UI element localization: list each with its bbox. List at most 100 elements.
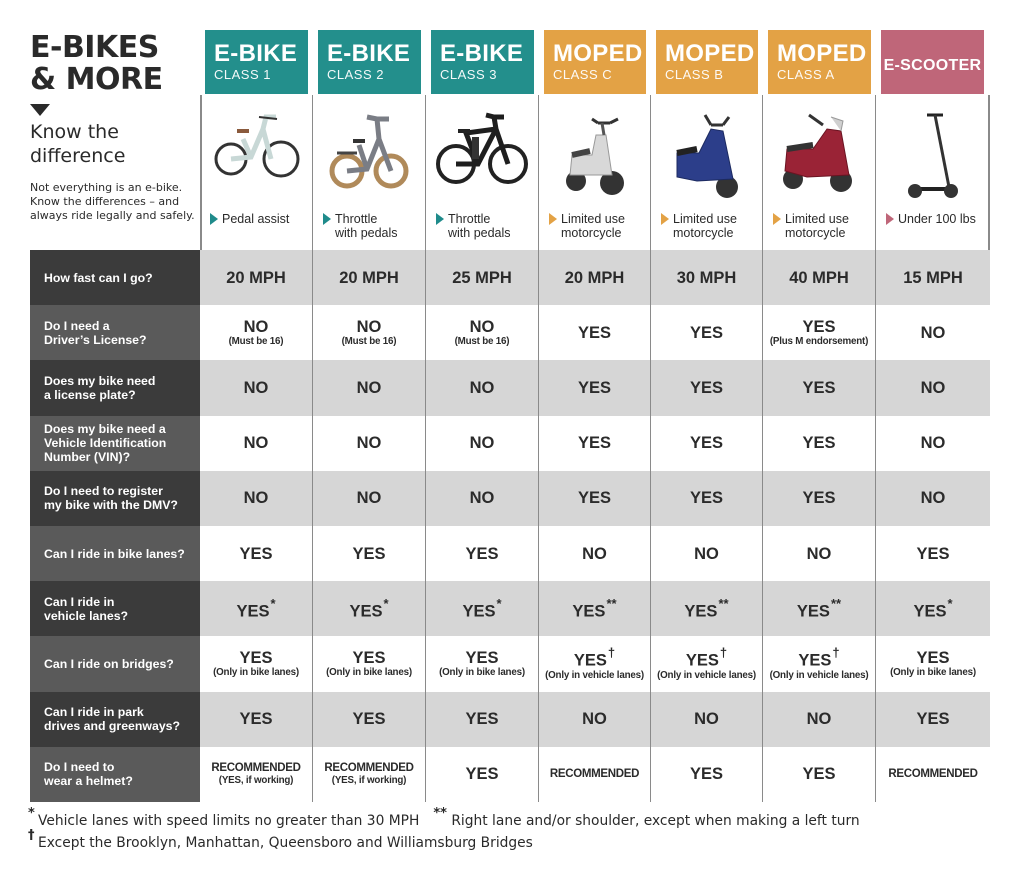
answer-text: 40 MPH [789, 268, 849, 287]
answer-text: YES [239, 544, 273, 563]
answer-value: YES** [684, 596, 728, 621]
table-cell: 30 MPH [651, 250, 763, 306]
answer-value: NO [694, 545, 719, 563]
answer-value: YES [465, 710, 498, 728]
table-cell: 15 MPH [876, 250, 990, 305]
answer-text: YES [572, 602, 606, 621]
caption-line-1: Throttle [335, 212, 378, 226]
answer-value: NO [807, 710, 832, 728]
answer-value: RECOMMENDED [888, 767, 978, 781]
table-cell: YES (Only in bike lanes) [313, 636, 426, 692]
table-cell: 20 MPH [200, 250, 313, 306]
question-text: Vehicle Identification [44, 436, 167, 451]
answer-value: YES [802, 765, 835, 783]
white-moped-icon [565, 117, 624, 195]
table-cell: YES (Plus M endorsement) [763, 305, 876, 361]
footnote-mark: † [607, 645, 616, 661]
answer-value: RECOMMENDED [324, 761, 414, 775]
table-cell: NO [651, 525, 763, 582]
table-cell: RECOMMENDED (YES, if working) [313, 746, 426, 802]
footnote-mark: † [719, 645, 728, 661]
caption-arrow-icon [549, 213, 557, 225]
vehicle-caption: Limited use motorcycle [773, 212, 849, 240]
table-cell: YES [763, 360, 876, 416]
answer-note: (Only in bike lanes) [326, 666, 412, 678]
question-text: Can I ride in [44, 594, 115, 609]
table-row: YES YES YES NO NO NO YES [200, 691, 990, 747]
question-vin: Does my bike need a Vehicle Identificatio… [30, 415, 200, 471]
answer-value: YES [465, 765, 498, 783]
answer-note: (YES, if working) [331, 775, 407, 787]
column-subtitle: CLASS B [665, 67, 724, 82]
answer-value: NO [470, 318, 495, 336]
footnote-mark: † [832, 645, 840, 661]
column-title: MOPED [777, 40, 867, 67]
answer-text: NO [806, 544, 832, 563]
answer-text: YES [577, 434, 612, 453]
answer-text: YES [352, 648, 386, 667]
answer-value: NO [470, 489, 495, 507]
table-cell: NO [200, 360, 313, 416]
answer-value: YES [578, 379, 611, 397]
table-cell: 40 MPH [763, 250, 876, 306]
table-row: YES* YES* YES* YES** YES** YES** YES* [200, 581, 990, 637]
answer-value: 20 MPH [339, 269, 399, 287]
footnote-single-asterisk: * Vehicle lanes with speed limits no grea… [28, 806, 420, 832]
answer-value: YES [465, 545, 498, 563]
question-text: Driver’s License? [44, 332, 147, 347]
answer-value: YES [916, 545, 949, 563]
step-through-ebike-icon [214, 114, 300, 178]
table-cell: YES* [313, 581, 426, 637]
triangle-down-icon [30, 104, 50, 116]
answer-text: NO [920, 434, 946, 453]
vehicle-images-row: Pedal assist Throttle with pedals Throttl… [200, 95, 990, 250]
footnote-text: Vehicle lanes with speed limits no great… [38, 813, 420, 829]
column-subtitle: CLASS A [777, 67, 835, 82]
answer-value: 30 MPH [677, 269, 737, 287]
answer-text: NO [243, 317, 269, 336]
column-subtitle: CLASS 2 [327, 67, 384, 82]
answer-value: YES [690, 324, 723, 342]
table-cell: YES [539, 305, 651, 361]
table-cell: YES [426, 691, 539, 747]
table-row: NO NO NO YES YES YES NO [200, 470, 990, 526]
answer-value: YES [465, 649, 498, 667]
caption-arrow-icon [661, 213, 669, 225]
footnote-mark: * [947, 595, 953, 611]
answer-value: YES [578, 434, 611, 452]
table-cell: YES [876, 692, 990, 747]
answer-text: YES [689, 378, 724, 397]
vehicle-caption: Throttle with pedals [436, 212, 511, 240]
table-cell: NO (Must be 16) [200, 305, 313, 361]
answer-note: (YES, if working) [218, 775, 294, 787]
answer-text: NO [469, 378, 495, 397]
question-text: How fast can I go? [44, 270, 153, 285]
answer-value: NO [921, 324, 946, 342]
answer-value: YES [690, 489, 723, 507]
caption-arrow-icon [436, 213, 444, 225]
table-cell: YES [651, 746, 763, 802]
answer-value: YES [352, 649, 385, 667]
table-cell: NO [539, 691, 651, 747]
answer-text: YES [689, 434, 724, 453]
table-cell: NO (Must be 16) [313, 305, 426, 361]
answer-text: YES [802, 434, 836, 453]
question-drivers-license: Do I need a Driver’s License? [30, 305, 200, 361]
table-cell: NO [426, 360, 539, 416]
table-cell: YES* [426, 581, 539, 637]
answer-text: YES [577, 378, 612, 397]
answer-value: YES [916, 710, 949, 728]
intro-panel: E-BIKES & MORE Know the difference Not e… [30, 32, 200, 223]
description-line-2: Know the differences – and [30, 195, 180, 208]
answer-text: YES [689, 489, 724, 508]
table-cell: YES† (Only in vehicle lanes) [651, 636, 763, 692]
answer-value: YES* [913, 595, 953, 621]
question-text: Number (VIN)? [44, 450, 131, 465]
vehicle-caption: Limited use motorcycle [661, 212, 737, 240]
answer-value: YES** [572, 596, 616, 621]
table-cell: YES [539, 415, 651, 471]
table-cell: NO [200, 415, 313, 471]
table-cell: YES* [876, 581, 990, 636]
footnote-mark: * [496, 595, 502, 611]
table-cell: YES [539, 470, 651, 526]
